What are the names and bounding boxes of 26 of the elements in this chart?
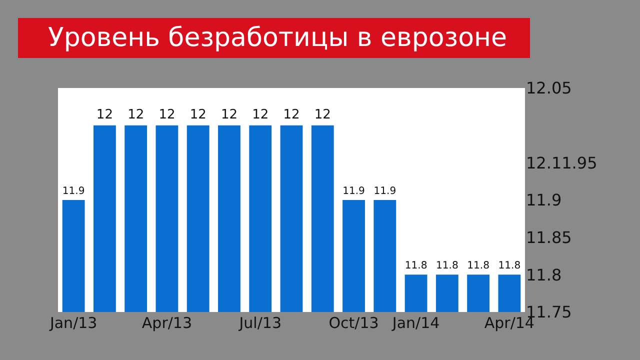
data-label: 11.9 xyxy=(374,186,396,197)
x-tick-label: Apr/13 xyxy=(142,314,192,332)
y-tick-label: 11.85 xyxy=(526,228,572,247)
data-label: 11.9 xyxy=(342,186,365,197)
x-tick-label: Jan/13 xyxy=(48,314,98,332)
x-tick-label: Jan/14 xyxy=(391,314,440,332)
data-label: 11.8 xyxy=(467,260,490,272)
data-label: 11.9 xyxy=(62,186,85,197)
data-label: 12 xyxy=(252,107,269,122)
data-label: 11.8 xyxy=(404,260,428,272)
data-label: 12 xyxy=(314,107,331,122)
data-label: 11.8 xyxy=(498,260,521,272)
chart-title: Уровень безработицы в еврозоне xyxy=(18,18,530,58)
x-tick-label: Jul/13 xyxy=(238,314,282,332)
data-label: 12 xyxy=(190,107,206,122)
x-tick-label: Oct/13 xyxy=(328,314,379,332)
y-tick-label: 12.05 xyxy=(526,78,572,98)
data-label: 12 xyxy=(283,107,300,122)
y-tick-label: 11.8 xyxy=(526,265,562,284)
data-label: 12 xyxy=(128,107,144,122)
data-label: 12 xyxy=(220,107,238,122)
y-tick-label: 11.9 xyxy=(526,190,562,210)
data-label: 11.8 xyxy=(436,260,458,272)
data-label: 12 xyxy=(158,107,176,122)
y-tick-label: 12.11.95 xyxy=(526,153,598,172)
data-label: 12 xyxy=(96,107,113,122)
